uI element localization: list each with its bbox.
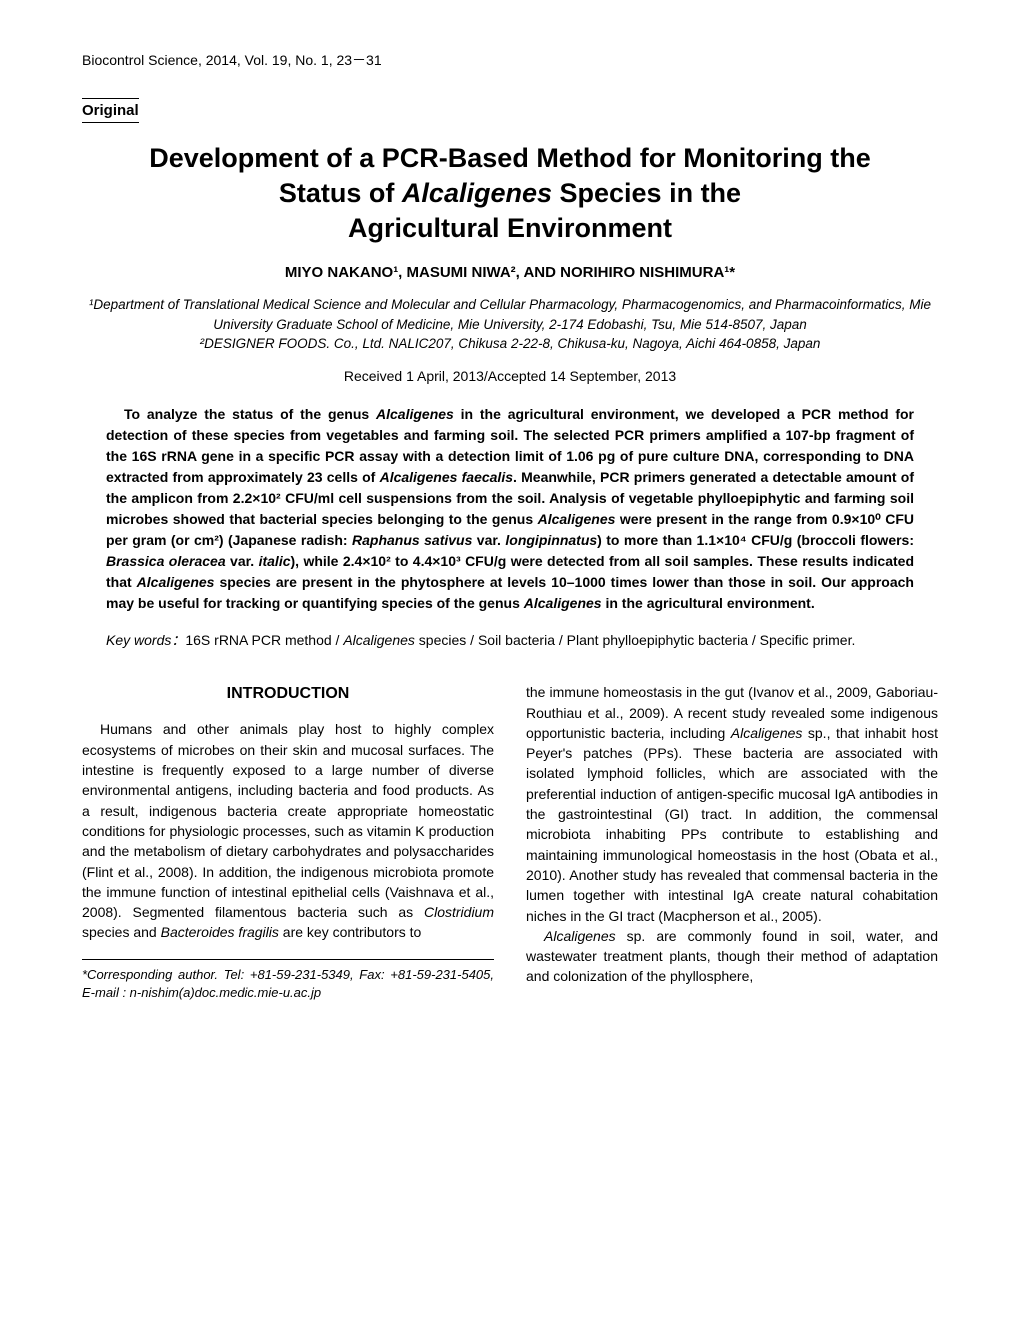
article-type-label: Original [82,98,139,123]
corresponding-author-footnote: *Corresponding author. Tel: +81-59-231-5… [82,966,494,1002]
intro-paragraph-1: Humans and other animals play host to hi… [82,719,494,942]
keywords-label: Key words： [106,632,185,648]
affiliation-2: ²DESIGNER FOODS. Co., Ltd. NALIC207, Chi… [82,334,938,354]
affiliation-1: ¹Department of Translational Medical Sci… [82,295,938,334]
abstract-text: To analyze the status of the genus Alcal… [82,404,938,614]
keywords-block: Key words：16S rRNA PCR method / Alcalige… [82,630,938,650]
intro-paragraph-2: the immune homeostasis in the gut (Ivano… [526,682,938,926]
intro-paragraph-3: Alcaligenes sp. are commonly found in so… [526,926,938,987]
article-title: Development of a PCR-Based Method for Mo… [82,141,938,246]
left-column: INTRODUCTION Humans and other animals pl… [82,682,494,1002]
title-line-2: Status of Alcaligenes Species in the [279,178,741,208]
title-line-3: Agricultural Environment [348,213,672,243]
right-column: the immune homeostasis in the gut (Ivano… [526,682,938,1002]
body-columns: INTRODUCTION Humans and other animals pl… [82,682,938,1002]
journal-citation: Biocontrol Science, 2014, Vol. 19, No. 1… [82,50,938,70]
title-line-1: Development of a PCR-Based Method for Mo… [149,143,871,173]
received-accepted-dates: Received 1 April, 2013/Accepted 14 Septe… [82,368,938,384]
introduction-heading: INTRODUCTION [82,682,494,705]
affiliations-block: ¹Department of Translational Medical Sci… [82,295,938,354]
author-list: MIYO NAKANO¹, MASUMI NIWA², AND NORIHIRO… [82,264,938,281]
footnote-divider: *Corresponding author. Tel: +81-59-231-5… [82,959,494,1002]
